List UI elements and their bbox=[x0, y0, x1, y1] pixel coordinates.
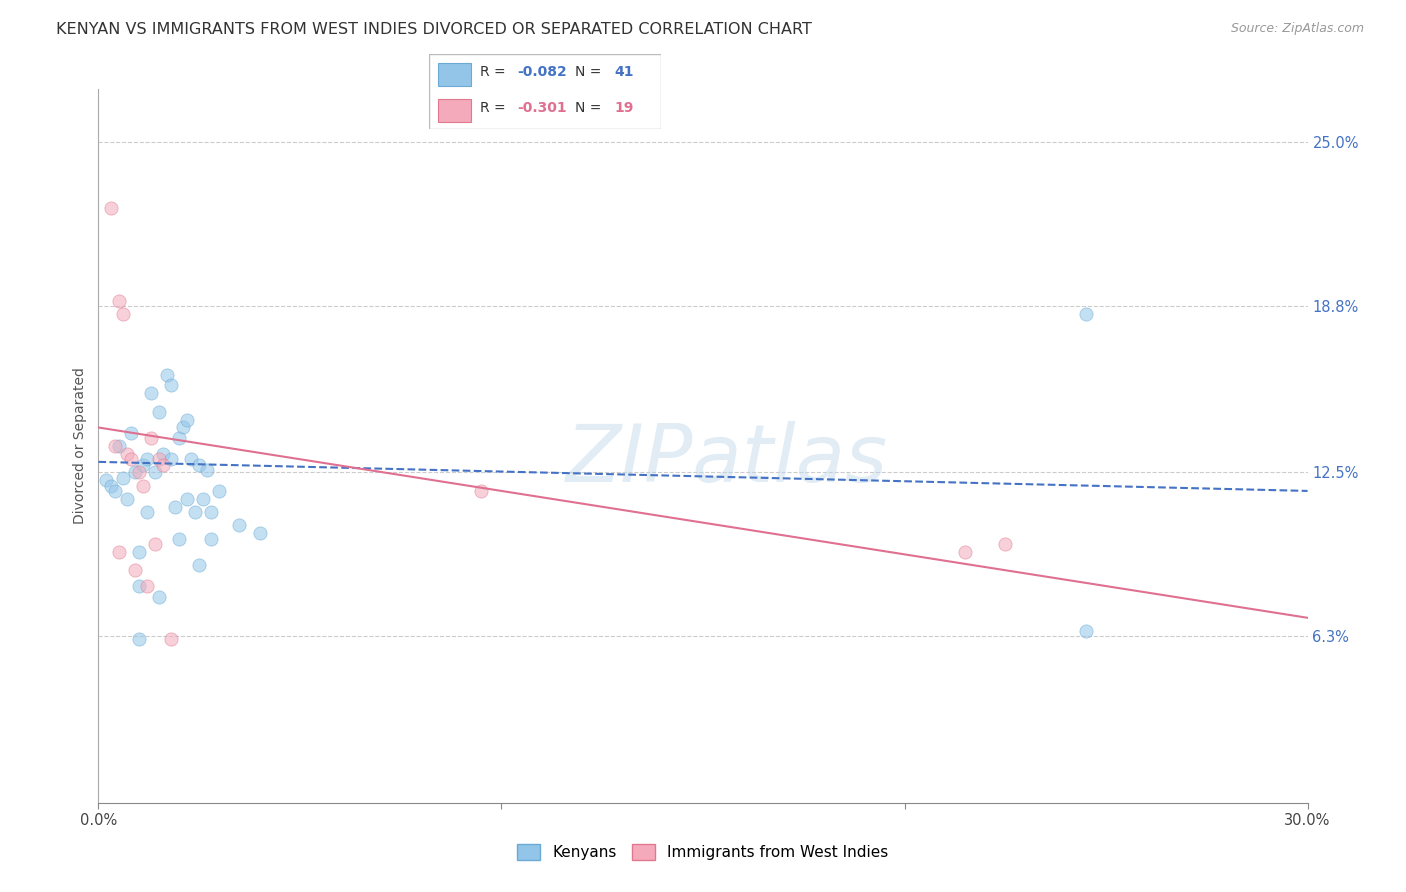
Text: N =: N = bbox=[575, 101, 606, 115]
Point bbox=[124, 563, 146, 577]
Point bbox=[167, 532, 190, 546]
Point bbox=[132, 478, 155, 492]
Text: R =: R = bbox=[479, 101, 510, 115]
Point bbox=[200, 505, 222, 519]
Point bbox=[188, 558, 211, 572]
Point bbox=[124, 466, 146, 480]
Point bbox=[994, 537, 1017, 551]
FancyBboxPatch shape bbox=[429, 54, 661, 129]
Point bbox=[184, 505, 207, 519]
Point bbox=[152, 447, 174, 461]
Point bbox=[1074, 307, 1097, 321]
Point bbox=[193, 491, 215, 506]
Point bbox=[128, 545, 150, 559]
Y-axis label: Divorced or Separated: Divorced or Separated bbox=[73, 368, 87, 524]
Point bbox=[180, 452, 202, 467]
Point bbox=[100, 478, 122, 492]
Point bbox=[195, 463, 218, 477]
Point bbox=[1074, 624, 1097, 638]
Point bbox=[172, 420, 194, 434]
FancyBboxPatch shape bbox=[439, 63, 471, 87]
Point bbox=[120, 425, 142, 440]
Point bbox=[128, 579, 150, 593]
Point bbox=[139, 431, 162, 445]
Text: 41: 41 bbox=[614, 65, 634, 79]
Point bbox=[107, 293, 129, 308]
Point bbox=[148, 452, 170, 467]
Point bbox=[103, 439, 125, 453]
Point bbox=[208, 483, 231, 498]
FancyBboxPatch shape bbox=[439, 99, 471, 122]
Point bbox=[160, 378, 183, 392]
Text: -0.301: -0.301 bbox=[517, 101, 567, 115]
Text: KENYAN VS IMMIGRANTS FROM WEST INDIES DIVORCED OR SEPARATED CORRELATION CHART: KENYAN VS IMMIGRANTS FROM WEST INDIES DI… bbox=[56, 22, 813, 37]
Point bbox=[470, 483, 492, 498]
Point bbox=[100, 201, 122, 215]
Point bbox=[148, 404, 170, 418]
Point bbox=[135, 505, 157, 519]
Point bbox=[160, 632, 183, 646]
Point bbox=[163, 500, 186, 514]
Point bbox=[111, 307, 134, 321]
Point bbox=[160, 452, 183, 467]
Text: Source: ZipAtlas.com: Source: ZipAtlas.com bbox=[1230, 22, 1364, 36]
Point bbox=[111, 471, 134, 485]
Point bbox=[143, 466, 166, 480]
Text: 19: 19 bbox=[614, 101, 634, 115]
Point bbox=[152, 458, 174, 472]
Point bbox=[167, 431, 190, 445]
Point bbox=[139, 386, 162, 401]
Point bbox=[128, 632, 150, 646]
Point bbox=[135, 579, 157, 593]
Point bbox=[128, 466, 150, 480]
Point bbox=[103, 483, 125, 498]
Point bbox=[107, 545, 129, 559]
Point bbox=[96, 474, 118, 488]
Point bbox=[120, 452, 142, 467]
Point bbox=[132, 458, 155, 472]
Text: R =: R = bbox=[479, 65, 510, 79]
Point bbox=[176, 491, 198, 506]
Point bbox=[143, 537, 166, 551]
Point bbox=[107, 439, 129, 453]
Point bbox=[953, 545, 976, 559]
Point bbox=[148, 590, 170, 604]
Legend: Kenyans, Immigrants from West Indies: Kenyans, Immigrants from West Indies bbox=[512, 838, 894, 866]
Point bbox=[228, 518, 250, 533]
Point bbox=[156, 368, 179, 382]
Point bbox=[200, 532, 222, 546]
Point bbox=[115, 491, 138, 506]
Point bbox=[176, 412, 198, 426]
Point bbox=[249, 526, 271, 541]
Text: N =: N = bbox=[575, 65, 606, 79]
Point bbox=[135, 452, 157, 467]
Text: -0.082: -0.082 bbox=[517, 65, 567, 79]
Text: ZIPatlas: ZIPatlas bbox=[567, 421, 889, 500]
Point bbox=[115, 447, 138, 461]
Point bbox=[188, 458, 211, 472]
